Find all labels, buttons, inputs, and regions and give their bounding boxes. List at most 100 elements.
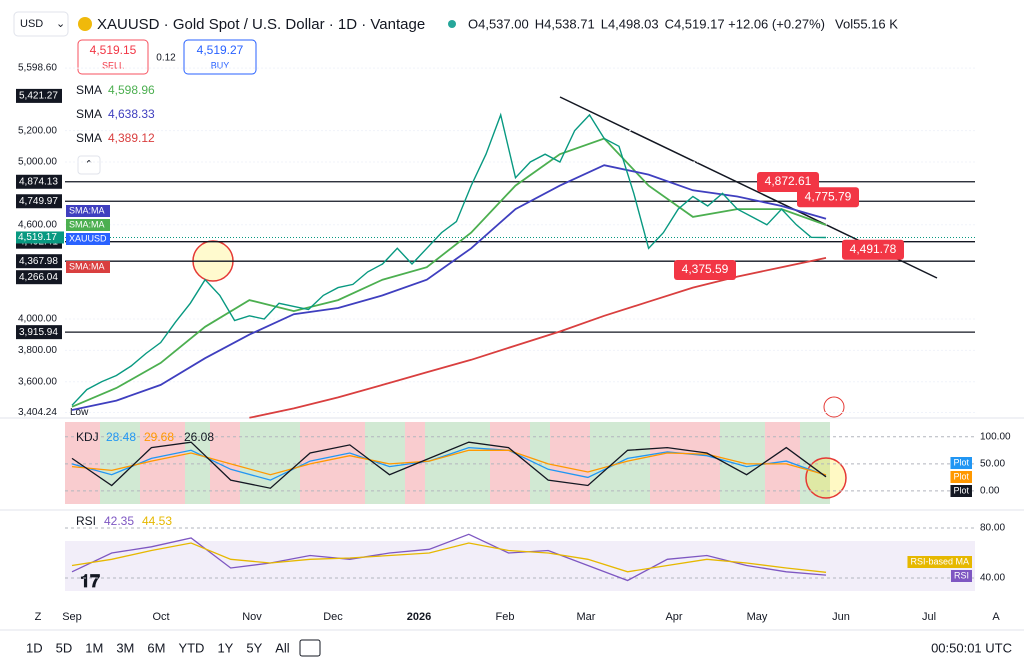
- y-tick-label: 4,000.00: [18, 314, 57, 325]
- calendar-icon[interactable]: [299, 639, 321, 657]
- range-button[interactable]: 5Y: [246, 640, 262, 655]
- y-tick-label: 5,200.00: [18, 125, 57, 136]
- kdj-band: [425, 422, 490, 504]
- collapse-icon[interactable]: ⌃: [84, 159, 93, 171]
- range-button[interactable]: YTD: [178, 640, 204, 655]
- gold-icon: [78, 17, 92, 31]
- kdj-band: [100, 422, 140, 504]
- y-tick-label: 4,600.00: [18, 219, 57, 230]
- series-tag-label: RSI: [954, 570, 969, 580]
- x-tick-label: Feb: [496, 611, 515, 623]
- callout: [842, 239, 904, 260]
- sma-tag-label: SMA:MA: [69, 219, 105, 229]
- sma-legend-value: 4,598.96: [108, 83, 155, 97]
- level-tag: [16, 254, 62, 269]
- x-tick-label: Jul: [922, 611, 936, 623]
- tv-logo: 𝟏𝟕: [80, 571, 100, 591]
- kdj-band: [300, 422, 365, 504]
- buy-button[interactable]: [183, 39, 257, 75]
- sell-price[interactable]: 4,519.15: [90, 43, 137, 57]
- series-tag: [907, 556, 972, 568]
- range-button[interactable]: 1Y: [217, 640, 233, 655]
- kdj-band: [800, 422, 830, 504]
- kdj-band: [650, 422, 720, 504]
- low-label: Low: [70, 407, 89, 418]
- pane-name: KDJ: [76, 430, 99, 444]
- sma-legend-name: SMA: [76, 83, 102, 97]
- highlight-circle: [805, 457, 847, 499]
- sell-label[interactable]: SELL: [102, 60, 124, 70]
- series-tag-label: Plot: [953, 457, 969, 467]
- sma-line: [71, 137, 827, 408]
- callout: [674, 260, 736, 281]
- zoom-button[interactable]: Z: [35, 611, 42, 623]
- sma-tag: [66, 205, 110, 217]
- range-button[interactable]: 1M: [85, 640, 103, 655]
- price-tag-label: 4,266.04: [19, 272, 58, 283]
- x-tick-label: Oct: [152, 611, 169, 623]
- series-tag: [950, 485, 972, 497]
- range-button[interactable]: 3M: [116, 640, 134, 655]
- indicator-value: 28.48: [106, 430, 136, 444]
- buy-label[interactable]: BUY: [211, 60, 230, 70]
- series-tag-label: Plot: [953, 485, 969, 495]
- x-tick-label: Sep: [62, 611, 82, 623]
- rsi-band: [65, 541, 975, 591]
- sma-legend-name: SMA: [76, 131, 102, 145]
- indicator-line: [71, 446, 827, 481]
- sma-legend-value: 4,638.33: [108, 107, 155, 121]
- pane-name: RSI: [76, 514, 96, 528]
- event-icon: [823, 396, 845, 418]
- sma-legend-name: SMA: [76, 107, 102, 121]
- indicator-line: [71, 449, 827, 476]
- collapse-button[interactable]: [77, 155, 101, 175]
- kdj-band: [65, 422, 100, 504]
- y-tick-label: 3,800.00: [18, 345, 57, 356]
- callout-label: 4,375.59: [682, 262, 729, 276]
- ohlc-value: L4,498.03: [601, 16, 659, 31]
- indicator-line: [71, 441, 827, 489]
- level-tag: [16, 194, 62, 209]
- kdj-band: [185, 422, 210, 504]
- y-tick-label: 3,600.00: [18, 376, 57, 387]
- last-tag: [16, 231, 64, 244]
- indicator-value: 42.35: [104, 514, 134, 528]
- x-tick-label: Apr: [665, 611, 682, 623]
- range-button[interactable]: 1D: [26, 640, 43, 655]
- auto-button[interactable]: A: [992, 611, 1000, 623]
- range-button[interactable]: 6M: [147, 640, 165, 655]
- y-tick-label: 5,598.60: [18, 63, 57, 74]
- kdj-band: [240, 422, 300, 504]
- indicator-value: 44.53: [142, 514, 172, 528]
- volume: Vol55.16 K: [835, 16, 898, 31]
- callout: [757, 172, 819, 193]
- indicator-line: [71, 533, 827, 582]
- kdj-band: [140, 422, 185, 504]
- x-tick-label: Mar: [577, 611, 596, 623]
- level-tag: [16, 174, 62, 189]
- x-tick-label: Dec: [323, 611, 343, 623]
- buy-price[interactable]: 4,519.27: [197, 43, 244, 57]
- series-tag: [950, 471, 972, 483]
- series-tag-label: Plot: [953, 471, 969, 481]
- x-tick-label: May: [747, 611, 768, 623]
- range-button[interactable]: All: [275, 640, 290, 655]
- y-tick-label: 100.00: [980, 431, 1011, 442]
- y-tick-label: 80.00: [980, 523, 1005, 534]
- sma-legend-value: 4,389.12: [108, 131, 155, 145]
- kdj-band: [550, 422, 590, 504]
- indicator-value: 29.68: [144, 430, 174, 444]
- level-label: 4,874.13: [19, 176, 58, 187]
- y-tick-label: 40.00: [980, 573, 1005, 584]
- currency[interactable]: USD: [20, 18, 43, 30]
- indicator-line: [71, 542, 827, 573]
- y-tick-label: 3,404.24: [18, 407, 57, 418]
- y-tick-label: 50.00: [980, 458, 1005, 469]
- y-tick-label: 5,000.00: [18, 157, 57, 168]
- sma-line: [71, 164, 827, 411]
- level-label: 4,749.97: [19, 196, 58, 207]
- currency-box[interactable]: [13, 11, 69, 37]
- range-button[interactable]: 5D: [56, 640, 73, 655]
- sell-button[interactable]: [77, 39, 149, 75]
